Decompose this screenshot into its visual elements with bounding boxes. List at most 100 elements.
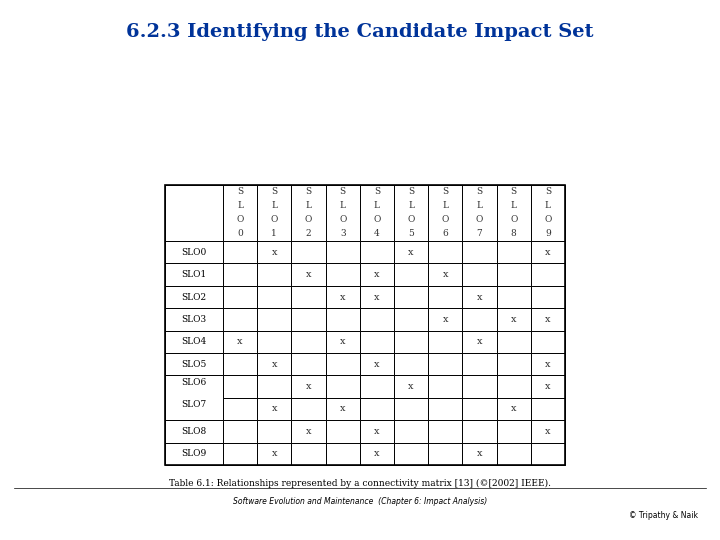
Bar (223, 286, 257, 308)
Text: O: O (476, 215, 483, 225)
Bar (223, 308, 257, 330)
Bar (428, 398, 462, 420)
Bar (360, 185, 394, 241)
Bar (531, 375, 565, 398)
Text: x: x (271, 360, 277, 369)
Bar (394, 308, 428, 330)
Text: S: S (237, 187, 243, 197)
Text: Software Evolution and Maintenance  (Chapter 6: Impact Analysis): Software Evolution and Maintenance (Chap… (233, 497, 487, 507)
Text: O: O (510, 215, 518, 225)
Bar (257, 375, 292, 398)
Text: 3: 3 (340, 230, 346, 239)
Text: x: x (477, 338, 482, 346)
Text: L: L (237, 201, 243, 211)
Bar (292, 398, 325, 420)
Bar (165, 443, 223, 465)
Text: SLO5: SLO5 (181, 360, 207, 369)
Text: L: L (408, 201, 414, 211)
Bar (462, 443, 497, 465)
Text: x: x (477, 449, 482, 458)
Text: x: x (271, 449, 277, 458)
Bar (325, 398, 360, 420)
Bar (257, 443, 292, 465)
Bar (325, 443, 360, 465)
Bar (497, 185, 531, 241)
Text: S: S (545, 187, 551, 197)
Text: x: x (306, 427, 311, 436)
Text: x: x (545, 427, 551, 436)
Text: O: O (441, 215, 449, 225)
Text: SLO8: SLO8 (181, 427, 207, 436)
Text: O: O (305, 215, 312, 225)
Text: SLO6: SLO6 (181, 377, 207, 387)
Bar (165, 353, 223, 375)
Text: x: x (545, 382, 551, 391)
Text: 2: 2 (306, 230, 311, 239)
Bar (165, 420, 223, 443)
Text: SLO0: SLO0 (181, 248, 207, 256)
Bar (428, 330, 462, 353)
Bar (257, 308, 292, 330)
Text: SLO2: SLO2 (181, 293, 207, 301)
Text: x: x (374, 293, 379, 301)
Bar (531, 185, 565, 241)
Bar (292, 443, 325, 465)
Bar (165, 375, 223, 420)
Bar (223, 398, 257, 420)
Text: x: x (545, 248, 551, 256)
Bar (531, 330, 565, 353)
Bar (394, 264, 428, 286)
Bar (497, 443, 531, 465)
Text: x: x (443, 315, 448, 324)
Bar (497, 375, 531, 398)
Text: S: S (374, 187, 380, 197)
Text: O: O (236, 215, 244, 225)
Text: x: x (271, 248, 277, 256)
Bar (223, 241, 257, 264)
Bar (223, 185, 257, 241)
Bar (165, 286, 223, 308)
Bar (360, 353, 394, 375)
Bar (531, 264, 565, 286)
Text: O: O (408, 215, 415, 225)
Bar (428, 264, 462, 286)
Bar (223, 264, 257, 286)
Text: 8: 8 (510, 230, 516, 239)
Bar (292, 286, 325, 308)
Text: SLO4: SLO4 (181, 338, 207, 346)
Bar (292, 353, 325, 375)
Bar (360, 264, 394, 286)
Bar (325, 185, 360, 241)
Bar (394, 398, 428, 420)
Text: x: x (340, 293, 346, 301)
Bar (165, 241, 223, 264)
Text: L: L (510, 201, 517, 211)
Bar (360, 443, 394, 465)
Text: SLO1: SLO1 (181, 270, 207, 279)
Text: 1: 1 (271, 230, 277, 239)
Bar (394, 353, 428, 375)
Text: SLO9: SLO9 (181, 449, 207, 458)
Bar (292, 308, 325, 330)
Text: S: S (305, 187, 312, 197)
Bar (531, 286, 565, 308)
Bar (462, 398, 497, 420)
Bar (257, 398, 292, 420)
Bar (360, 241, 394, 264)
Bar (325, 420, 360, 443)
Bar (165, 264, 223, 286)
Bar (165, 185, 223, 241)
Bar (292, 185, 325, 241)
Text: 6.2.3 Identifying the Candidate Impact Set: 6.2.3 Identifying the Candidate Impact S… (126, 23, 594, 41)
Bar (497, 308, 531, 330)
Text: S: S (271, 187, 277, 197)
Bar (165, 185, 565, 465)
Bar (257, 185, 292, 241)
Bar (428, 443, 462, 465)
Bar (497, 330, 531, 353)
Text: S: S (510, 187, 517, 197)
Text: 5: 5 (408, 230, 414, 239)
Bar (428, 353, 462, 375)
Bar (428, 375, 462, 398)
Bar (462, 264, 497, 286)
